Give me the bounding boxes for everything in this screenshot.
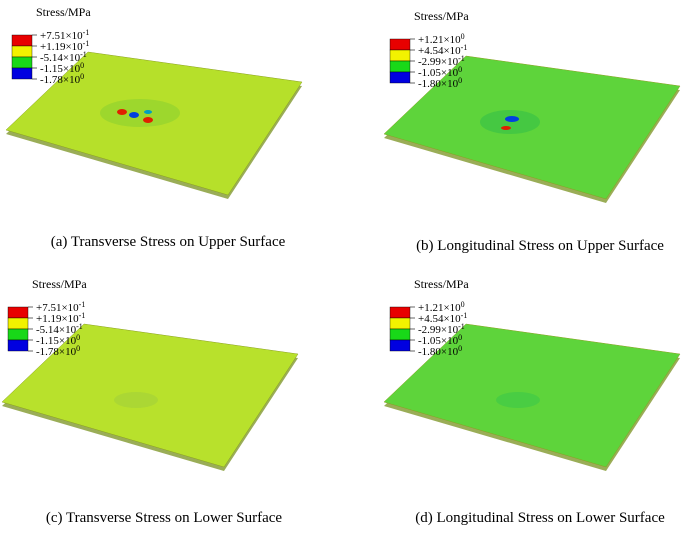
legend-title: Stress/MPa bbox=[414, 9, 469, 23]
legend-label: -1.80×100 bbox=[418, 344, 462, 358]
legend-mantissa: +1.21×10 bbox=[418, 34, 461, 46]
legend-swatch bbox=[11, 67, 33, 80]
legend-mantissa: -1.78×10 bbox=[40, 74, 81, 86]
legend-label: -1.80×100 bbox=[418, 76, 462, 90]
legend-mantissa: -5.14×10 bbox=[36, 324, 77, 336]
legend-mantissa: +4.54×10 bbox=[418, 313, 461, 325]
legend-label: -5.14×10-1 bbox=[40, 50, 87, 64]
hotspot bbox=[143, 117, 153, 123]
panel: Stress/MPa+1.21×100+4.54×10-1-2.99×10-1-… bbox=[383, 9, 681, 254]
legend-label: -1.05×100 bbox=[418, 65, 462, 79]
legend-label: +1.19×10-1 bbox=[36, 311, 85, 325]
caption: (d) Longitudinal Stress on Lower Surface bbox=[415, 510, 665, 526]
legend-label: -5.14×10-1 bbox=[36, 322, 83, 336]
legend-exponent: 0 bbox=[458, 76, 462, 85]
legend-mantissa: -1.80×10 bbox=[418, 78, 459, 90]
legend-mantissa: -1.05×10 bbox=[418, 67, 459, 79]
legend-exponent: 0 bbox=[458, 344, 462, 353]
legend-exponent: -1 bbox=[79, 311, 86, 320]
panel: Stress/MPa+7.51×10-1+1.19×10-1-5.14×10-1… bbox=[1, 277, 299, 526]
legend-swatch bbox=[7, 306, 29, 319]
legend-label: +1.21×100 bbox=[418, 300, 465, 314]
legend-swatch bbox=[389, 60, 411, 73]
panel: Stress/MPa+1.21×100+4.54×10-1-2.99×10-1-… bbox=[383, 277, 681, 526]
legend-mantissa: +4.54×10 bbox=[418, 45, 461, 57]
hotspot bbox=[117, 109, 127, 115]
legend-exponent: 0 bbox=[80, 61, 84, 70]
legend-swatch bbox=[11, 56, 33, 69]
legend-exponent: -1 bbox=[461, 311, 468, 320]
legend-label: +4.54×10-1 bbox=[418, 43, 467, 57]
legend-exponent: -1 bbox=[80, 50, 87, 59]
legend-label: +1.19×10-1 bbox=[40, 39, 89, 53]
legend-exponent: -1 bbox=[83, 39, 90, 48]
legend-swatch bbox=[389, 71, 411, 84]
legend-swatch bbox=[11, 34, 33, 47]
legend-title: Stress/MPa bbox=[32, 277, 87, 291]
legend-exponent: 0 bbox=[461, 32, 465, 41]
legend-exponent: 0 bbox=[76, 344, 80, 353]
legend-swatch bbox=[389, 306, 411, 319]
legend-swatch bbox=[389, 49, 411, 62]
legend-label: +4.54×10-1 bbox=[418, 311, 467, 325]
caption: (a) Transverse Stress on Upper Surface bbox=[51, 234, 286, 250]
legend-swatch bbox=[389, 328, 411, 341]
caption: (b) Longitudinal Stress on Upper Surface bbox=[416, 238, 664, 254]
legend-exponent: -1 bbox=[79, 300, 86, 309]
legend-exponent: 0 bbox=[76, 333, 80, 342]
legend-mantissa: +1.21×10 bbox=[418, 302, 461, 314]
legend-exponent: 0 bbox=[461, 300, 465, 309]
legend-label: -2.99×10-1 bbox=[418, 54, 465, 68]
legend-title: Stress/MPa bbox=[414, 277, 469, 291]
legend-label: +7.51×10-1 bbox=[40, 28, 89, 42]
stress-zone bbox=[480, 110, 540, 134]
legend-label: -1.78×100 bbox=[36, 344, 80, 358]
legend-mantissa: +7.51×10 bbox=[36, 302, 79, 314]
legend-swatch bbox=[7, 339, 29, 352]
legend-title: Stress/MPa bbox=[36, 5, 91, 19]
legend-swatch bbox=[389, 339, 411, 352]
legend-exponent: -1 bbox=[458, 322, 465, 331]
legend-mantissa: -5.14×10 bbox=[40, 52, 81, 64]
caption: (c) Transverse Stress on Lower Surface bbox=[46, 510, 283, 526]
legend-mantissa: -1.78×10 bbox=[36, 346, 77, 358]
legend-swatch bbox=[389, 38, 411, 51]
legend-mantissa: +7.51×10 bbox=[40, 30, 83, 42]
legend-mantissa: -1.80×10 bbox=[418, 346, 459, 358]
legend-exponent: -1 bbox=[83, 28, 90, 37]
hotspot bbox=[501, 126, 511, 130]
legend-exponent: 0 bbox=[458, 65, 462, 74]
legend-label: +1.21×100 bbox=[418, 32, 465, 46]
legend-swatch bbox=[389, 317, 411, 330]
legend-label: -1.05×100 bbox=[418, 333, 462, 347]
stress-zone bbox=[496, 392, 540, 408]
panel: Stress/MPa+7.51×10-1+1.19×10-1-5.14×10-1… bbox=[5, 5, 303, 250]
legend-exponent: 0 bbox=[80, 72, 84, 81]
legend-mantissa: -1.15×10 bbox=[40, 63, 81, 75]
legend-swatch bbox=[7, 328, 29, 341]
legend-swatch bbox=[11, 45, 33, 58]
legend-exponent: -1 bbox=[458, 54, 465, 63]
legend-label: -2.99×10-1 bbox=[418, 322, 465, 336]
legend-mantissa: +1.19×10 bbox=[36, 313, 79, 325]
legend-mantissa: -1.15×10 bbox=[36, 335, 77, 347]
legend-mantissa: -2.99×10 bbox=[418, 56, 459, 68]
legend-exponent: 0 bbox=[458, 333, 462, 342]
legend-label: -1.15×100 bbox=[40, 61, 84, 75]
legend-label: -1.15×100 bbox=[36, 333, 80, 347]
coldspot bbox=[144, 110, 152, 114]
legend-label: +7.51×10-1 bbox=[36, 300, 85, 314]
legend-mantissa: +1.19×10 bbox=[40, 41, 83, 53]
coldspot bbox=[505, 116, 519, 122]
legend-exponent: -1 bbox=[76, 322, 83, 331]
coldspot bbox=[129, 112, 139, 118]
stress-zone bbox=[100, 99, 180, 127]
legend-swatch bbox=[7, 317, 29, 330]
legend-mantissa: -1.05×10 bbox=[418, 335, 459, 347]
legend-mantissa: -2.99×10 bbox=[418, 324, 459, 336]
legend-exponent: -1 bbox=[461, 43, 468, 52]
legend-label: -1.78×100 bbox=[40, 72, 84, 86]
stress-zone bbox=[114, 392, 158, 408]
